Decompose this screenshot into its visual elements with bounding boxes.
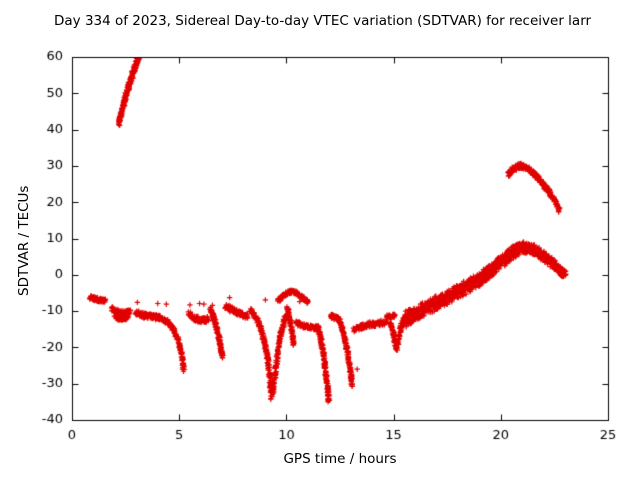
x-axis-label: GPS time / hours xyxy=(283,451,397,467)
